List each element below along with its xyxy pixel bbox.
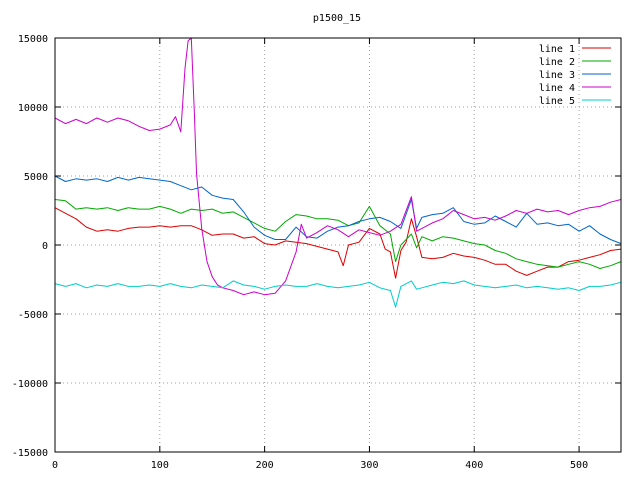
series-lines	[54, 37, 622, 308]
legend-label: line 1	[539, 44, 575, 55]
x-tick-label: 100	[151, 460, 169, 471]
x-tick-label: 400	[465, 460, 483, 471]
axis-ticks: 0 100 200 300 400 500 -15000 -10000 -5000 0 5000 10…	[12, 34, 621, 471]
y-tick-label: 10000	[18, 103, 48, 114]
x-tick-label: 500	[570, 460, 588, 471]
chart-title: p1500_15	[313, 13, 361, 24]
legend-label: line 2	[539, 57, 575, 68]
y-tick-label: 0	[42, 241, 48, 252]
y-tick-label: -10000	[12, 379, 48, 390]
series-line-1	[54, 207, 622, 279]
x-tick-label: 0	[52, 460, 58, 471]
y-tick-label: 5000	[24, 172, 48, 183]
series-line-4	[54, 37, 622, 296]
y-tick-label: -5000	[18, 310, 48, 321]
legend: line 1 line 2 line 3 line 4 line 5	[539, 44, 611, 107]
legend-label: line 5	[539, 96, 575, 107]
series-line-3	[54, 175, 622, 245]
y-tick-label: 15000	[18, 34, 48, 45]
legend-label: line 4	[539, 83, 575, 94]
series-line-5	[54, 280, 622, 308]
y-tick-label: -15000	[12, 448, 48, 459]
legend-label: line 3	[539, 70, 575, 81]
x-tick-label: 200	[256, 460, 274, 471]
grid	[55, 38, 621, 452]
x-tick-label: 300	[360, 460, 378, 471]
